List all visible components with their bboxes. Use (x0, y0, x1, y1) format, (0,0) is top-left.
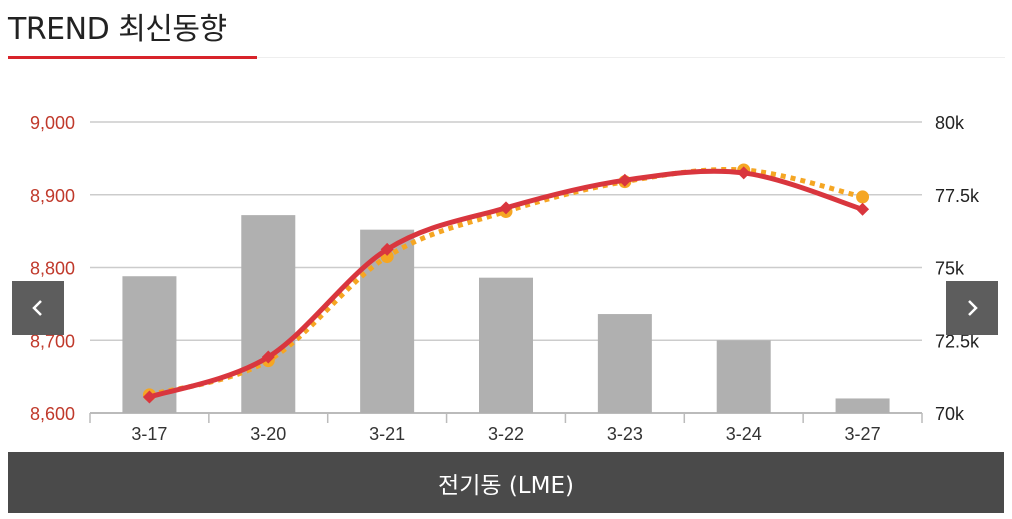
solid-series-point (618, 173, 632, 187)
right-axis-tick-label: 70k (935, 404, 965, 424)
chevron-left-icon (32, 300, 42, 316)
bar (716, 340, 771, 413)
page-title: TREND 최신동향 (8, 12, 227, 47)
header-divider (257, 57, 1005, 58)
footer-label: 전기동 (LME) (438, 472, 574, 499)
solid-series-point (261, 350, 275, 364)
solid-series-point (142, 390, 156, 404)
solid-series-point (737, 166, 751, 180)
left-axis-tick-label: 9,000 (30, 113, 75, 133)
title-underline (8, 56, 257, 59)
x-axis-tick-label: 3-21 (369, 424, 405, 444)
right-axis-tick-label: 75k (935, 259, 965, 279)
bar (479, 277, 533, 413)
chevron-right-icon (968, 300, 978, 316)
x-axis-tick-label: 3-17 (131, 424, 167, 444)
trend-chart: 9,000 80k 8,900 77.5k 8,800 75k 8,700 72.5k 8,60… (30, 113, 980, 444)
footer-label-bar: 전기동 (LME) (8, 452, 1004, 513)
x-axis-tick-label: 3-23 (607, 424, 643, 444)
solid-series-point (856, 202, 870, 216)
x-axis-tick-label: 3-22 (488, 424, 524, 444)
left-axis-tick-label: 8,600 (30, 404, 75, 424)
x-axis-tick-label: 3-24 (726, 424, 762, 444)
prev-button[interactable] (12, 281, 64, 335)
bar (241, 215, 296, 413)
right-axis-tick-label: 80k (935, 113, 965, 133)
bar (835, 398, 890, 413)
solid-series-point (380, 242, 394, 256)
bar (597, 314, 652, 413)
next-button[interactable] (946, 281, 998, 335)
right-axis-tick-label: 77.5k (935, 186, 980, 206)
left-axis-tick-label: 8,700 (30, 331, 75, 351)
left-axis-tick-label: 8,800 (30, 259, 75, 279)
solid-series-point (499, 201, 513, 215)
right-axis-tick-label: 72.5k (935, 331, 980, 351)
left-axis-tick-label: 8,900 (30, 186, 75, 206)
dotted-series-point (856, 190, 870, 204)
x-axis-tick-label: 3-20 (250, 424, 286, 444)
x-axis-tick-label: 3-27 (845, 424, 881, 444)
